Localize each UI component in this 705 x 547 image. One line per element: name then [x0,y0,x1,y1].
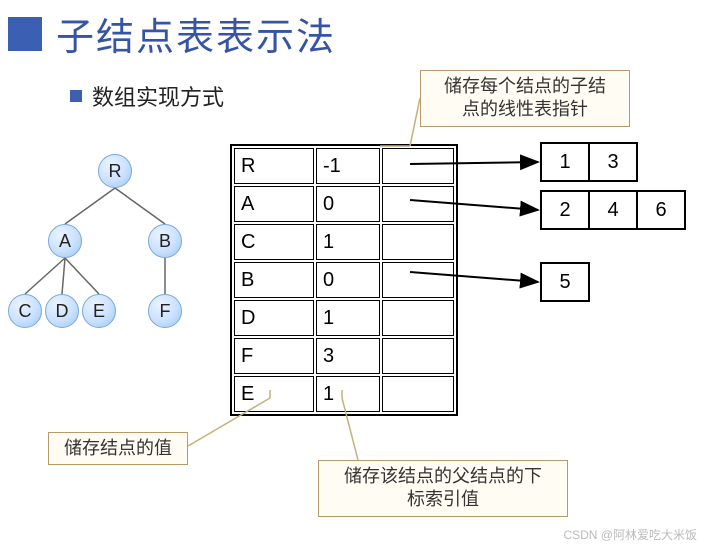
child-cell: 1 [540,142,590,182]
child-cell: 2 [540,190,590,230]
tree-node-A: A [48,224,82,258]
cell-pointer [382,148,454,184]
cell-pointer [382,300,454,336]
page-title: 子结点表表示法 [56,6,336,61]
tree-node-B: B [148,224,182,258]
cell-pointer [382,338,454,374]
cell-parent: 1 [316,224,380,260]
tree-node-F: F [148,294,182,328]
cell-parent: 0 [316,186,380,222]
subtitle-text: 数组实现方式 [92,80,224,112]
tree-node-R: R [98,154,132,188]
tree-node-E: E [82,294,116,328]
callout-bottom: 储存该结点的父结点的下标索引值 [318,460,568,517]
cell-pointer [382,224,454,260]
cell-pointer [382,186,454,222]
subtitle-bullet-icon [70,90,82,102]
callout-left: 储存结点的值 [48,432,188,465]
tree-diagram: R A B CDEF [0,140,210,360]
cell-parent: -1 [316,148,380,184]
table-row: E1 [234,376,454,412]
cell-label: B [234,262,314,298]
table-row: B0 [234,262,454,298]
child-cell: 5 [540,262,590,302]
table-row: F3 [234,338,454,374]
child-cell: 4 [588,190,638,230]
table-row: A0 [234,186,454,222]
title-bullet-icon [8,17,42,51]
callout-top: 储存每个结点的子结点的线性表指针 [420,70,630,127]
child-cell: 3 [588,142,638,182]
child-list-row1: 246 [540,190,686,230]
child-list-row0: 13 [540,142,638,182]
cell-parent: 3 [316,338,380,374]
title-bar: 子结点表表示法 [0,0,705,61]
table-row: C1 [234,224,454,260]
table-row: D1 [234,300,454,336]
child-cell: 6 [636,190,686,230]
cell-pointer [382,376,454,412]
node-table: R-1A0C1B0D1F3E1 [230,144,458,416]
cell-label: F [234,338,314,374]
cell-label: D [234,300,314,336]
cell-label: R [234,148,314,184]
cell-pointer [382,262,454,298]
child-list-row3: 5 [540,262,590,302]
watermark: CSDN @阿林爱吃大米饭 [563,526,697,543]
cell-label: E [234,376,314,412]
cell-label: A [234,186,314,222]
table-row: R-1 [234,148,454,184]
tree-node-C: C [8,294,42,328]
subtitle-row: 数组实现方式 [70,80,224,112]
cell-parent: 1 [316,300,380,336]
cell-parent: 1 [316,376,380,412]
tree-node-D: D [45,294,79,328]
cell-label: C [234,224,314,260]
cell-parent: 0 [316,262,380,298]
